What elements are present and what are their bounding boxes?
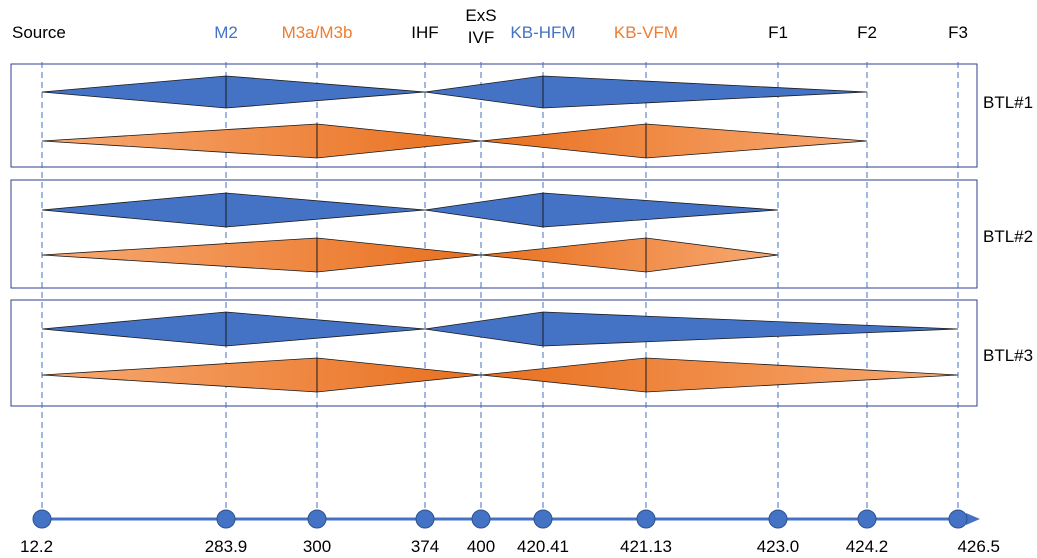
position-label-kb-vfm: 421.13 [620,537,672,556]
blue-profile-downstream-3 [424,311,959,347]
axis-arrowhead [966,513,980,525]
position-label-m3a-m3b: 300 [303,537,331,556]
element-label-line: ExS [465,6,496,25]
position-label-exs-ivf: 400 [467,537,495,556]
orange-profile-downstream-1 [480,123,868,159]
orange-profile-upstream-2 [41,237,482,273]
orange-profile-upstream-3 [41,357,482,393]
position-marker-source [32,509,52,529]
position-marker-kb-hfm [533,509,553,529]
beamline-box-1 [10,63,978,168]
position-marker-m2 [216,509,236,529]
element-label-source: Source [12,23,66,42]
position-marker-f1 [768,509,788,529]
blue-profile-upstream-2 [41,192,426,228]
element-labels: Source M2 M3a/M3b IHF ExS IVF KB-HFM KB-VFM F1 F2… [12,6,968,47]
position-marker-ihf [415,509,435,529]
element-label-f1: F1 [768,23,788,42]
element-label-m3a-m3b: M3a/M3b [282,23,353,42]
position-marker-exs-ivf [471,509,491,529]
beamline-label-1: BTL#1 [983,93,1033,112]
element-label-exs-ivf: ExS IVF [465,6,496,47]
beamline-box-2 [10,179,978,289]
position-label-ihf: 374 [411,537,439,556]
position-label-source: 12.2 [20,537,53,556]
blue-profile-downstream-1 [424,75,868,109]
position-marker-f2 [857,509,877,529]
beamline-label-2: BTL#2 [983,227,1033,246]
beamline-label-3: BTL#3 [983,346,1033,365]
position-axis: 12.2 283.9 300 374 400 420.41 421.13 423.0 424.2… [20,509,1000,556]
position-label-f2: 424.2 [846,537,889,556]
beam-profiles [41,75,959,393]
element-label-m2: M2 [214,23,238,42]
blue-profile-upstream-1 [41,75,426,109]
element-label-f3: F3 [948,23,968,42]
position-marker-f3 [948,509,968,529]
beamline-labels: BTL#1 BTL#2 BTL#3 [983,93,1033,365]
element-label-f2: F2 [857,23,877,42]
element-label-ihf: IHF [411,23,438,42]
element-label-kb-hfm: KB-HFM [510,23,575,42]
blue-profile-downstream-2 [424,192,779,228]
position-label-kb-hfm: 420.41 [517,537,569,556]
position-label-m2: 283.9 [205,537,248,556]
orange-profile-downstream-3 [480,357,959,393]
position-marker-kb-vfm [636,509,656,529]
guide-lines [41,62,959,512]
orange-profile-upstream-1 [41,123,482,159]
blue-profile-upstream-3 [41,311,426,347]
element-label-kb-vfm: KB-VFM [614,23,678,42]
orange-profile-downstream-2 [480,237,779,273]
element-label-line: IVF [468,28,494,47]
beamline-box-3 [10,299,978,407]
position-label-f3: 426.5 [957,537,1000,556]
position-marker-m3a-m3b [307,509,327,529]
position-label-f1: 423.0 [757,537,800,556]
beamline-boxes [10,63,978,407]
